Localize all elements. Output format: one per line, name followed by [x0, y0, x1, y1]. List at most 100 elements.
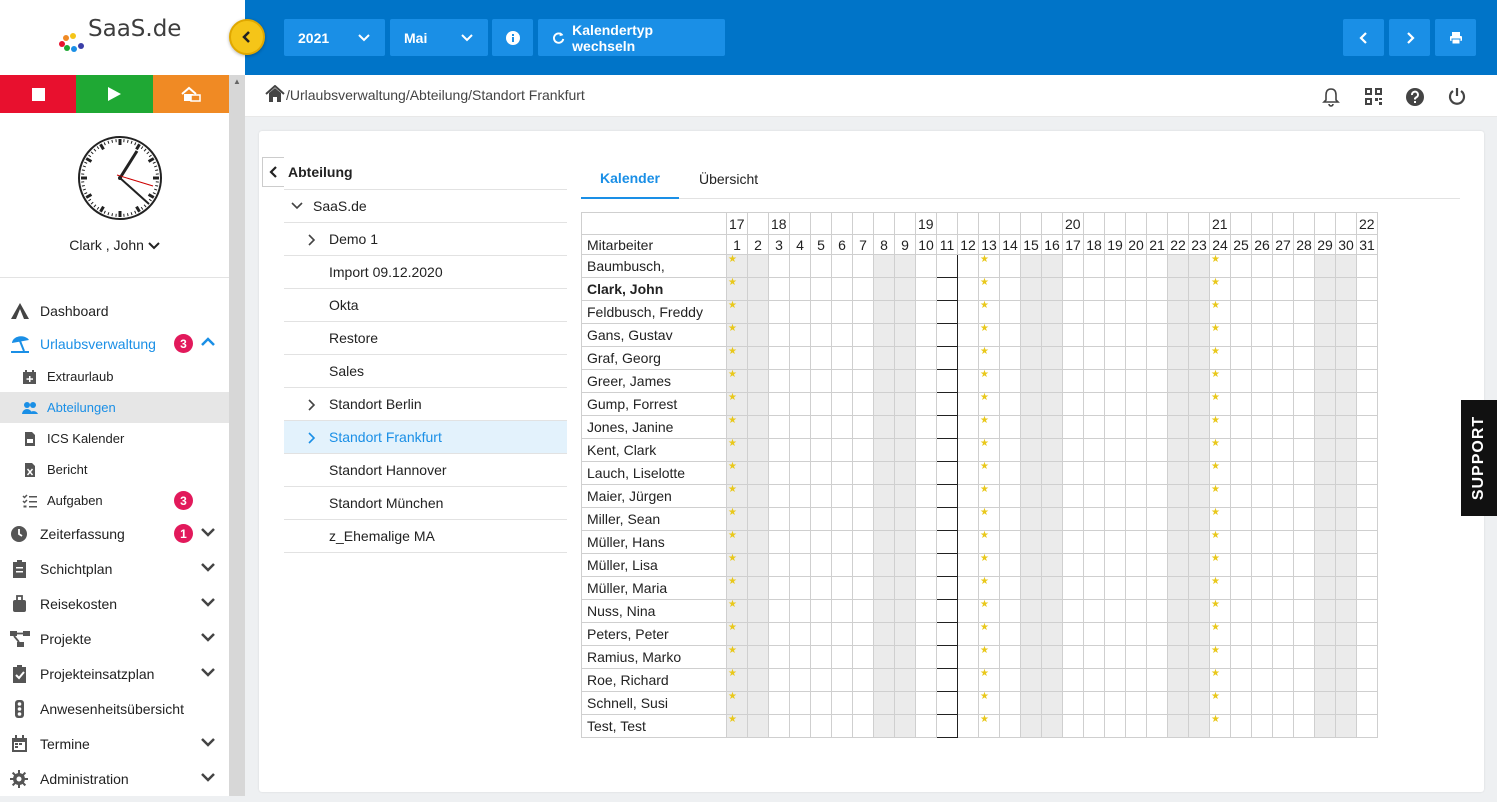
day-cell[interactable]	[811, 508, 832, 531]
day-cell[interactable]	[1231, 600, 1252, 623]
day-cell[interactable]	[916, 278, 937, 301]
day-cell[interactable]	[1126, 531, 1147, 554]
day-cell[interactable]	[1063, 393, 1084, 416]
day-cell[interactable]	[1315, 393, 1336, 416]
day-cell[interactable]	[1042, 278, 1063, 301]
day-cell[interactable]	[1021, 508, 1042, 531]
print-button[interactable]	[1435, 19, 1476, 56]
day-cell[interactable]	[1273, 669, 1294, 692]
day-cell[interactable]	[769, 600, 790, 623]
day-cell[interactable]	[1252, 347, 1273, 370]
tree-item[interactable]: Import 09.12.2020	[284, 255, 567, 288]
day-cell[interactable]	[937, 531, 958, 554]
day-cell[interactable]	[937, 370, 958, 393]
nav-abteilungen[interactable]: Abteilungen	[0, 392, 229, 423]
day-cell[interactable]	[1168, 347, 1189, 370]
day-cell[interactable]	[853, 439, 874, 462]
day-cell[interactable]	[1168, 324, 1189, 347]
day-cell[interactable]	[1294, 531, 1315, 554]
day-cell[interactable]	[1042, 255, 1063, 278]
day-cell[interactable]	[1147, 255, 1168, 278]
day-cell[interactable]	[1000, 600, 1021, 623]
day-cell[interactable]: ★	[727, 508, 748, 531]
day-cell[interactable]	[790, 255, 811, 278]
day-cell[interactable]	[895, 370, 916, 393]
day-cell[interactable]	[1042, 669, 1063, 692]
day-cell[interactable]: ★	[1210, 324, 1231, 347]
day-cell[interactable]	[895, 692, 916, 715]
day-cell[interactable]	[1294, 623, 1315, 646]
day-cell[interactable]	[1294, 715, 1315, 738]
day-cell[interactable]: ★	[1210, 485, 1231, 508]
day-cell[interactable]	[769, 347, 790, 370]
day-cell[interactable]	[937, 508, 958, 531]
day-cell[interactable]	[937, 278, 958, 301]
day-cell[interactable]	[1084, 416, 1105, 439]
day-cell[interactable]	[1105, 600, 1126, 623]
day-cell[interactable]	[1273, 301, 1294, 324]
day-cell[interactable]	[1252, 669, 1273, 692]
day-cell[interactable]	[1000, 692, 1021, 715]
day-cell[interactable]	[769, 324, 790, 347]
day-cell[interactable]	[1315, 324, 1336, 347]
day-cell[interactable]	[1168, 600, 1189, 623]
day-cell[interactable]: ★	[1210, 669, 1231, 692]
day-cell[interactable]	[1273, 393, 1294, 416]
employee-name[interactable]: Jones, Janine	[582, 416, 727, 439]
day-cell[interactable]	[769, 393, 790, 416]
day-cell[interactable]	[1042, 324, 1063, 347]
day-cell[interactable]	[1000, 439, 1021, 462]
day-cell[interactable]	[1231, 692, 1252, 715]
day-cell[interactable]	[874, 669, 895, 692]
day-cell[interactable]	[1000, 531, 1021, 554]
day-cell[interactable]	[958, 462, 979, 485]
day-cell[interactable]	[748, 531, 769, 554]
day-cell[interactable]	[748, 370, 769, 393]
day-cell[interactable]	[1294, 255, 1315, 278]
day-cell[interactable]	[853, 278, 874, 301]
day-cell[interactable]	[1252, 462, 1273, 485]
day-cell[interactable]	[1126, 715, 1147, 738]
day-cell[interactable]	[1105, 554, 1126, 577]
employee-name[interactable]: Müller, Maria	[582, 577, 727, 600]
day-cell[interactable]	[1273, 531, 1294, 554]
day-cell[interactable]	[748, 623, 769, 646]
day-cell[interactable]	[790, 508, 811, 531]
day-cell[interactable]	[895, 301, 916, 324]
day-cell[interactable]	[874, 301, 895, 324]
day-cell[interactable]	[1315, 255, 1336, 278]
day-cell[interactable]	[895, 577, 916, 600]
day-cell[interactable]	[748, 485, 769, 508]
day-cell[interactable]	[958, 715, 979, 738]
day-cell[interactable]	[874, 577, 895, 600]
day-cell[interactable]	[1042, 646, 1063, 669]
day-cell[interactable]: ★	[727, 439, 748, 462]
day-cell[interactable]: ★	[727, 531, 748, 554]
day-cell[interactable]	[1084, 600, 1105, 623]
day-cell[interactable]	[1294, 347, 1315, 370]
day-cell[interactable]	[811, 554, 832, 577]
day-cell[interactable]	[1315, 623, 1336, 646]
day-cell[interactable]	[811, 324, 832, 347]
day-cell[interactable]	[1168, 485, 1189, 508]
day-cell[interactable]	[748, 554, 769, 577]
day-cell[interactable]: ★	[979, 278, 1000, 301]
employee-name[interactable]: Nuss, Nina	[582, 600, 727, 623]
day-cell[interactable]	[748, 692, 769, 715]
employee-name[interactable]: Greer, James	[582, 370, 727, 393]
day-cell[interactable]	[1168, 393, 1189, 416]
employee-name[interactable]: Kent, Clark	[582, 439, 727, 462]
day-cell[interactable]	[1252, 692, 1273, 715]
day-cell[interactable]: ★	[727, 393, 748, 416]
day-cell[interactable]	[1252, 485, 1273, 508]
day-cell[interactable]	[1105, 692, 1126, 715]
day-cell[interactable]	[1126, 554, 1147, 577]
day-cell[interactable]	[1000, 255, 1021, 278]
day-cell[interactable]	[895, 485, 916, 508]
day-cell[interactable]	[1063, 278, 1084, 301]
day-cell[interactable]: ★	[727, 462, 748, 485]
day-cell[interactable]	[1189, 485, 1210, 508]
day-cell[interactable]	[748, 416, 769, 439]
breadcrumb[interactable]: /Urlaubsverwaltung/Abteilung/Standort Fr…	[286, 87, 585, 103]
day-cell[interactable]	[916, 255, 937, 278]
